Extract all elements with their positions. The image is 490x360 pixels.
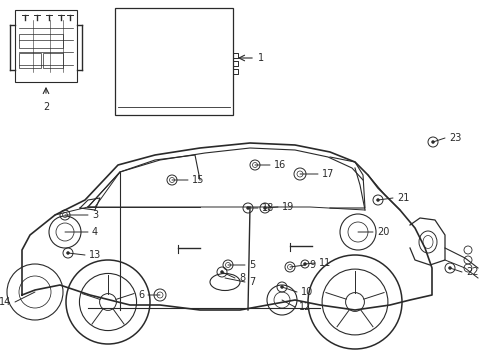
Text: 3: 3 bbox=[92, 210, 98, 220]
Text: 14: 14 bbox=[0, 297, 11, 307]
Text: 13: 13 bbox=[89, 250, 101, 260]
Text: 21: 21 bbox=[397, 193, 409, 203]
Circle shape bbox=[432, 140, 435, 144]
Text: 10: 10 bbox=[301, 287, 313, 297]
Bar bbox=[19, 34, 63, 48]
Text: 7: 7 bbox=[249, 277, 255, 287]
Text: 2: 2 bbox=[43, 102, 49, 112]
Text: 20: 20 bbox=[377, 227, 390, 237]
Text: 9: 9 bbox=[309, 260, 315, 270]
Text: 1: 1 bbox=[258, 53, 264, 63]
Text: 5: 5 bbox=[249, 260, 255, 270]
Circle shape bbox=[376, 198, 379, 202]
Circle shape bbox=[264, 207, 267, 210]
Text: 16: 16 bbox=[274, 160, 286, 170]
Text: 19: 19 bbox=[282, 202, 294, 212]
Text: 11: 11 bbox=[319, 258, 331, 268]
Circle shape bbox=[448, 266, 451, 270]
Circle shape bbox=[303, 262, 307, 266]
Text: 23: 23 bbox=[449, 133, 462, 143]
Circle shape bbox=[280, 285, 284, 288]
Bar bbox=[19, 53, 41, 68]
Circle shape bbox=[67, 252, 70, 255]
Text: 15: 15 bbox=[192, 175, 204, 185]
Text: 17: 17 bbox=[322, 169, 334, 179]
Bar bbox=[115, 8, 233, 115]
Text: 8: 8 bbox=[239, 273, 245, 283]
Text: 4: 4 bbox=[92, 227, 98, 237]
Text: 22: 22 bbox=[466, 267, 479, 277]
Circle shape bbox=[220, 270, 223, 274]
Bar bbox=[43, 53, 63, 68]
Text: 6: 6 bbox=[138, 290, 144, 300]
Bar bbox=[15, 10, 77, 82]
Circle shape bbox=[246, 207, 249, 210]
Text: 18: 18 bbox=[262, 203, 274, 213]
Text: 12: 12 bbox=[299, 302, 311, 312]
